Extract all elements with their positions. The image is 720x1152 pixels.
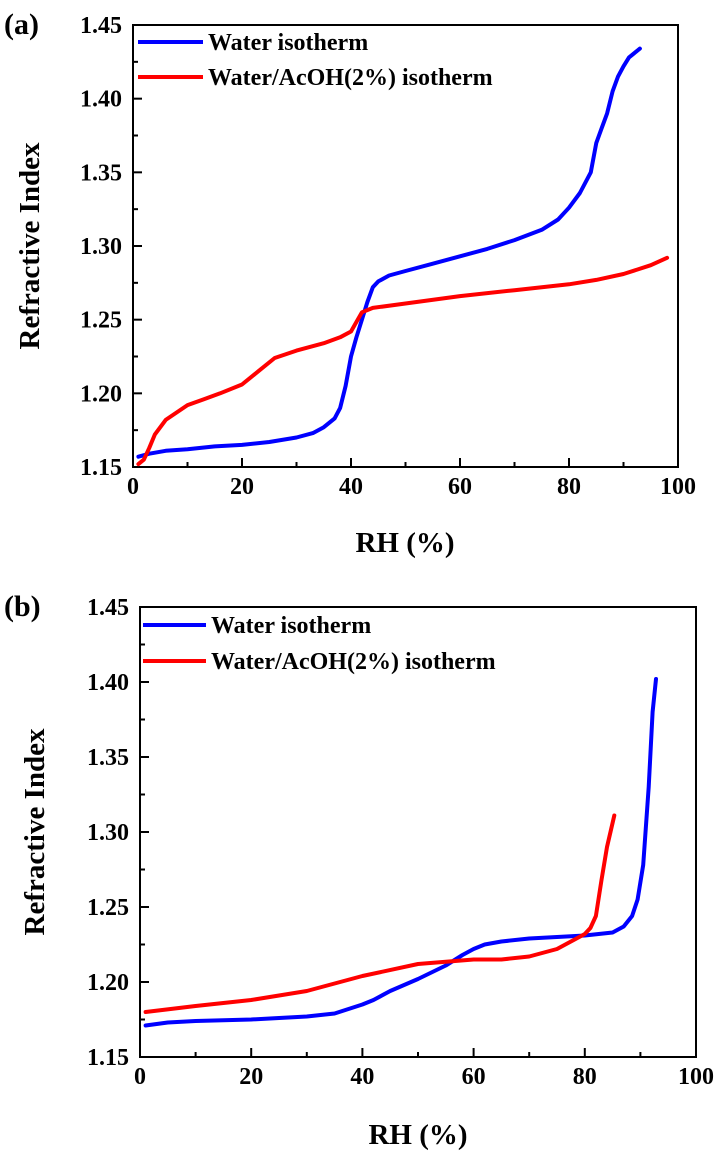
panel-b-x-ticks: 0 20 40 60 80 100 [134,1048,714,1090]
panel-a-y-axis-title: Refractive Index [14,142,46,349]
y-tick-label: 1.35 [80,160,122,186]
series-line-water [143,677,658,1028]
y-tick-label: 1.45 [87,595,129,621]
panel-a-y-ticks: 1.15 1.20 1.25 1.30 1.35 1.40 1.45 [80,13,142,481]
y-tick-label: 1.30 [80,234,122,260]
y-tick-label: 1.45 [80,13,122,39]
y-tick-label: 1.25 [87,895,129,921]
y-tick-label: 1.40 [80,87,122,113]
panel-b-x-axis-title: RH (%) [368,1119,467,1151]
x-tick-label: 40 [339,474,363,500]
x-tick-label: 80 [557,474,581,500]
x-tick-label: 0 [134,1064,146,1090]
y-tick-label: 1.15 [80,455,122,481]
x-tick-label: 20 [239,1064,263,1090]
y-tick-label: 1.40 [87,670,129,696]
panel-b-legend-label-acoh: Water/AcOH(2%) isotherm [211,649,496,675]
panel-a-x-axis-title: RH (%) [355,527,454,559]
panel-a-label: (a) [4,8,39,41]
x-tick-label: 60 [448,474,472,500]
panel-b-legend-label-water: Water isotherm [211,613,371,639]
x-tick-label: 100 [660,474,696,500]
x-tick-label: 80 [573,1064,597,1090]
panel-b: (b) 0 20 40 60 80 100 1.15 1.20 1.25 1.30 1.35 1.4… [4,590,714,1151]
series-line-acoh [143,813,617,1014]
panel-b-legend: Water isotherm Water/AcOH(2%) isotherm [143,613,496,675]
x-tick-label: 20 [230,474,254,500]
panel-a-legend-label-acoh: Water/AcOH(2%) isotherm [208,65,493,91]
panel-a-legend-label-water: Water isotherm [208,30,368,56]
panel-a-x-ticks: 0 20 40 60 80 100 [127,458,696,500]
x-tick-label: 0 [127,474,139,500]
series-line-acoh [136,255,670,467]
x-tick-label: 60 [462,1064,486,1090]
series-line-water [136,46,642,459]
y-tick-label: 1.20 [87,970,129,996]
y-tick-label: 1.30 [87,820,129,846]
y-tick-label: 1.25 [80,308,122,334]
panel-a-plot-frame [132,24,679,468]
panel-a-legend: Water isotherm Water/AcOH(2%) isotherm [138,30,493,91]
panel-b-y-ticks: 1.15 1.20 1.25 1.30 1.35 1.40 1.45 [87,595,149,1071]
panel-a-series [136,46,670,467]
x-tick-label: 100 [678,1064,714,1090]
panel-b-y-axis-title: Refractive Index [19,728,51,935]
y-tick-label: 1.20 [80,381,122,407]
y-tick-label: 1.15 [87,1045,129,1071]
x-tick-label: 40 [350,1064,374,1090]
y-tick-label: 1.35 [87,745,129,771]
panel-b-label: (b) [4,590,41,623]
panel-a: (a) 0 20 40 60 80 100 1.15 1.20 1.25 1.30 1.35 1.4… [4,8,696,559]
panel-b-series [143,677,658,1028]
